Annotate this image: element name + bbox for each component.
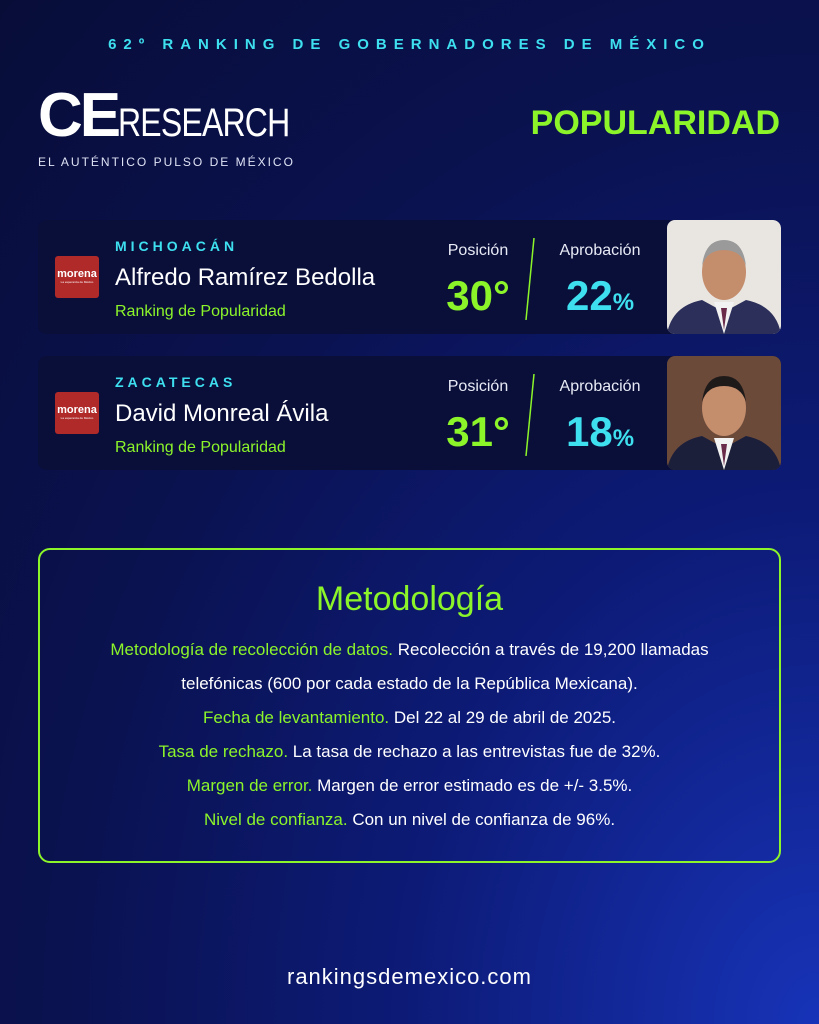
methodology-text: Con un nivel de confianza de 96%. <box>352 810 616 829</box>
tagline: EL AUTÉNTICO PULSO DE MÉXICO <box>38 155 295 169</box>
logo-main: CE <box>38 81 121 150</box>
logo-sub: RESEARCH <box>118 101 290 145</box>
party-logo: morena La esperanza de México <box>55 256 99 298</box>
candidate-photo <box>667 356 781 470</box>
methodology-label: Nivel de confianza. <box>203 810 348 829</box>
approval-label: Aprobación <box>559 378 641 395</box>
methodology-item: Margen de error. Margen de error estimad… <box>80 769 739 803</box>
approval-number: 18 <box>565 408 613 455</box>
photo-tie <box>721 444 727 466</box>
methodology-body: Metodología de recolección de datos. Rec… <box>80 633 739 837</box>
photo-face <box>702 380 746 436</box>
divider <box>525 238 535 320</box>
methodology-label: Metodología de recolección de datos. <box>110 640 393 659</box>
card-subtitle: Ranking de Popularidad <box>115 303 286 320</box>
candidate-card: morena La esperanza de México ZACATECAS Dav… <box>38 356 781 470</box>
methodology-text: Recolección a través de 19,200 llamadas … <box>181 640 709 693</box>
methodology-text: Margen de error estimado es de +/- 3.5%. <box>317 776 633 795</box>
card-subtitle: Ranking de Popularidad <box>115 439 286 456</box>
photo-hair <box>702 376 746 402</box>
footer-url: rankingsdemexico.com <box>287 964 532 989</box>
candidate-name: Alfredo Ramírez Bedolla <box>115 264 376 291</box>
divider-line <box>525 238 535 320</box>
methodology-text: Del 22 al 29 de abril de 2025. <box>393 708 616 727</box>
methodology-item: Fecha de levantamiento. Del 22 al 29 de … <box>80 701 739 735</box>
approval-unit: % <box>612 425 635 452</box>
methodology-text: La tasa de rechazo a las entrevistas fue… <box>292 742 661 761</box>
state: MICHOACÁN <box>115 238 239 254</box>
position-value: 30° <box>446 272 510 319</box>
approval-unit: % <box>612 289 635 316</box>
methodology-item: Nivel de confianza. Con un nivel de conf… <box>80 803 739 837</box>
position-value: 31° <box>446 408 510 455</box>
position-label: Posición <box>447 378 509 395</box>
position-label: Posición <box>447 242 509 259</box>
photo-tie <box>721 308 727 330</box>
party-slogan: La esperanza de México <box>60 280 94 284</box>
methodology-item: Tasa de rechazo. La tasa de rechazo a la… <box>80 735 739 769</box>
candidate-photo <box>667 220 781 334</box>
methodology-label: Margen de error. <box>186 776 313 795</box>
methodology: Metodología Metodología de recolección d… <box>38 548 781 863</box>
divider-line <box>525 374 535 456</box>
methodology-item: Metodología de recolección de datos. Rec… <box>80 633 739 701</box>
party-slogan: La esperanza de México <box>60 416 94 420</box>
approval-value: 18% <box>545 408 655 456</box>
section-title: POPULARIDAD <box>530 104 780 142</box>
party-logo: morena La esperanza de México <box>55 392 99 434</box>
methodology-title: Metodología <box>315 580 504 618</box>
methodology-label: Tasa de rechazo. <box>158 742 289 761</box>
divider <box>525 374 535 456</box>
photo-hair <box>702 240 746 266</box>
kicker: 62º RANKING DE GOBERNADORES DE MÉXICO <box>108 36 711 53</box>
party-name: morena <box>57 404 97 416</box>
photo-face <box>702 244 746 300</box>
approval-number: 22 <box>565 272 613 319</box>
approval-label: Aprobación <box>559 242 641 259</box>
methodology-label: Fecha de levantamiento. <box>202 708 390 727</box>
approval-value: 22% <box>545 272 655 320</box>
party-name: morena <box>57 268 97 280</box>
candidate-card: morena La esperanza de México MICHOACÁN Alf… <box>38 220 781 334</box>
logo: CERESEARCH <box>38 80 332 151</box>
state: ZACATECAS <box>115 374 237 390</box>
candidate-name: David Monreal Ávila <box>115 400 329 427</box>
